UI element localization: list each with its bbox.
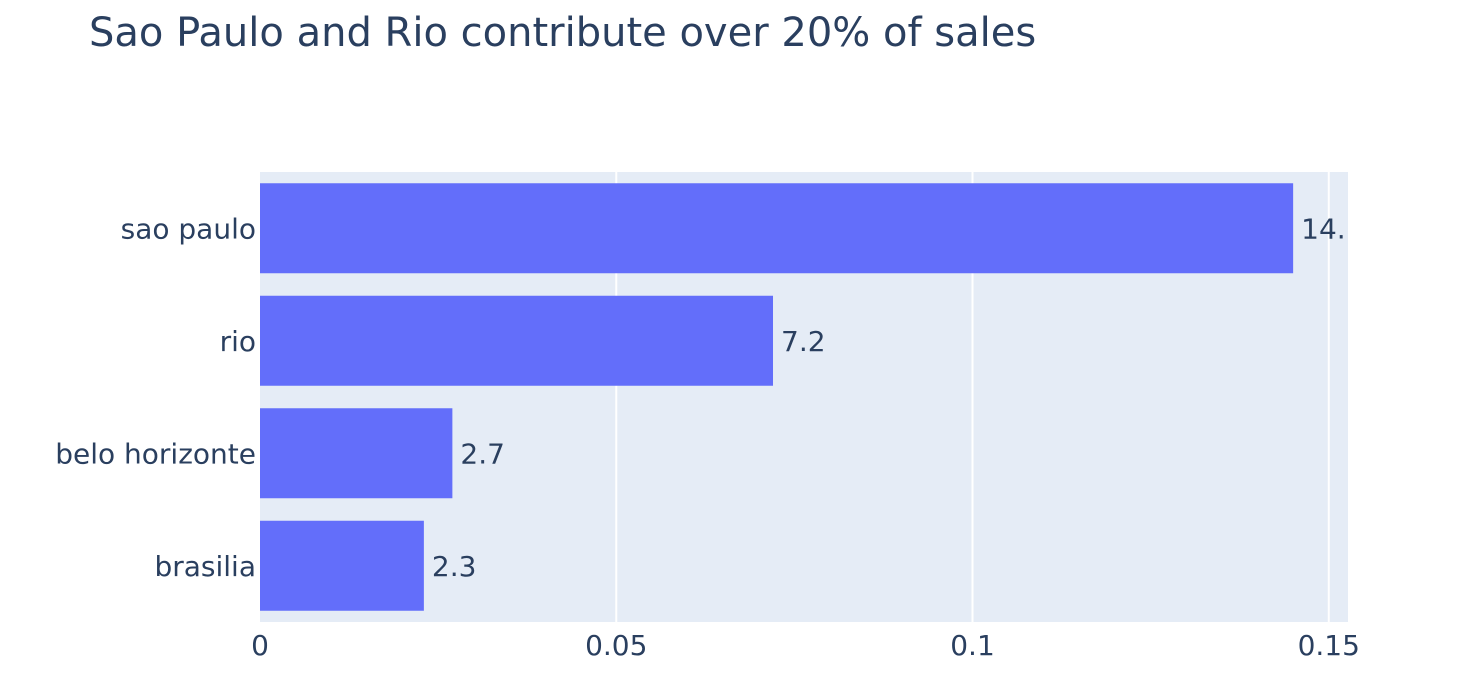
x-tick-label: 0 (251, 629, 269, 662)
data-labels: 14. 7.2 2.7 2.3 (432, 212, 1346, 583)
bar (260, 183, 1294, 274)
category-label: belo horizonte (55, 437, 256, 470)
data-label: 14. (1301, 212, 1346, 245)
bars (260, 183, 1294, 611)
chart-title: Sao Paulo and Rio contribute over 20% of… (89, 10, 1037, 56)
bar (260, 295, 774, 386)
x-tick-labels: 0 0.05 0.1 0.15 (251, 629, 1360, 662)
category-label: sao paulo (121, 212, 256, 245)
bar (260, 520, 424, 611)
x-tick-label: 0.15 (1298, 629, 1360, 662)
category-label: rio (220, 325, 256, 358)
data-label: 2.3 (432, 550, 477, 583)
data-label: 7.2 (781, 325, 826, 358)
data-label: 2.7 (460, 437, 505, 470)
category-label: brasilia (154, 550, 256, 583)
category-labels: sao paulo rio belo horizonte brasilia (55, 212, 256, 583)
x-tick-label: 0.1 (950, 629, 995, 662)
x-tick-label: 0.05 (585, 629, 647, 662)
bar (260, 408, 453, 499)
